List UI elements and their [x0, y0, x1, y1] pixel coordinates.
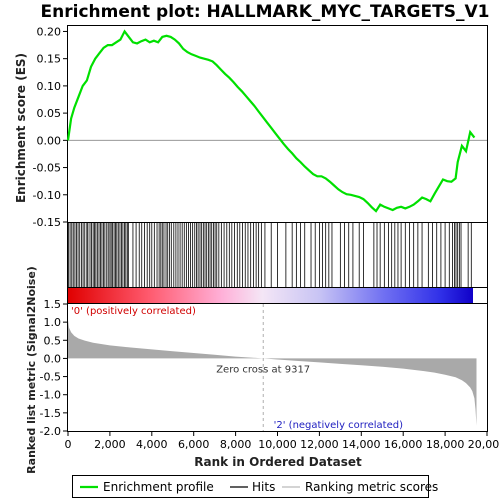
x-tick-label: 2,000	[94, 438, 126, 451]
chart-title: Enrichment plot: HALLMARK_MYC_TARGETS_V1	[41, 2, 490, 22]
metric-y-tick-label: 0.5	[44, 334, 62, 347]
heatband-fill	[68, 288, 473, 303]
legend-ranking-label: Ranking metric scores	[305, 480, 438, 494]
metric-y-tick-label: -2.0	[40, 425, 61, 438]
x-tick-label: 10,000	[258, 438, 297, 451]
metric-y-tick-label: 0.0	[44, 352, 62, 365]
x-tick-label: 4,000	[136, 438, 168, 451]
es-y-tick-label: 0.00	[37, 134, 62, 147]
es-panel	[67, 25, 488, 223]
legend-box	[72, 475, 429, 498]
x-tick-label: 14,000	[342, 438, 381, 451]
es-y-tick-label: -0.05	[33, 162, 61, 175]
metric-y-tick-label: -0.5	[40, 371, 61, 384]
x-tick-label: 8,000	[220, 438, 252, 451]
es-y-tick-label: 0.15	[37, 53, 62, 66]
legend-enrichment-label: Enrichment profile	[103, 480, 214, 494]
es-y-tick-label: -0.10	[33, 189, 61, 202]
positive-correlation-label: '0' (positively correlated)	[71, 306, 196, 317]
x-axis-label: Rank in Ordered Dataset	[194, 455, 362, 469]
metric-y-tick-label: -1.0	[40, 389, 61, 402]
metric-y-tick-label: 1.5	[44, 298, 62, 311]
enrichment-profile-line	[66, 29, 476, 213]
x-tick-label: 6,000	[178, 438, 210, 451]
negative-correlation-label: '2' (negatively correlated)	[274, 420, 403, 431]
x-axis-ticks: 0 2,000 4,000 6,000 8,000 10,000 12,000 14,000 1…	[65, 431, 500, 451]
es-y-tick-label: -0.15	[33, 216, 61, 229]
metric-y-ticks: -2.0 -1.5 -1.0 -0.5 0.0 0.5 1.0 1.5	[40, 298, 68, 438]
es-y-tick-label: 0.10	[37, 80, 62, 93]
hit-markers	[68, 223, 472, 287]
metric-y-tick-label: 1.0	[44, 316, 62, 329]
x-tick-label: 20,000	[468, 438, 500, 451]
x-tick-label: 12,000	[300, 438, 339, 451]
x-tick-label: 18,000	[426, 438, 465, 451]
metric-y-tick-label: -1.5	[40, 407, 61, 420]
zero-cross-label: Zero cross at 9317	[216, 364, 310, 375]
legend-hits-label: Hits	[252, 480, 275, 494]
x-tick-label: 16,000	[384, 438, 423, 451]
es-y-axis-label: Enrichment score (ES)	[14, 53, 28, 203]
es-y-tick-label: 0.20	[37, 25, 62, 38]
x-tick-label: 0	[65, 438, 72, 451]
legend: Enrichment profile Hits Ranking metric s…	[72, 475, 438, 498]
es-y-ticks: -0.15 -0.10 -0.05 0.00 0.05 0.10 0.15 0.20	[33, 25, 68, 229]
metric-y-axis-label: Ranked list metric (Signal2Noise)	[25, 266, 38, 474]
es-y-tick-label: 0.05	[37, 107, 62, 120]
